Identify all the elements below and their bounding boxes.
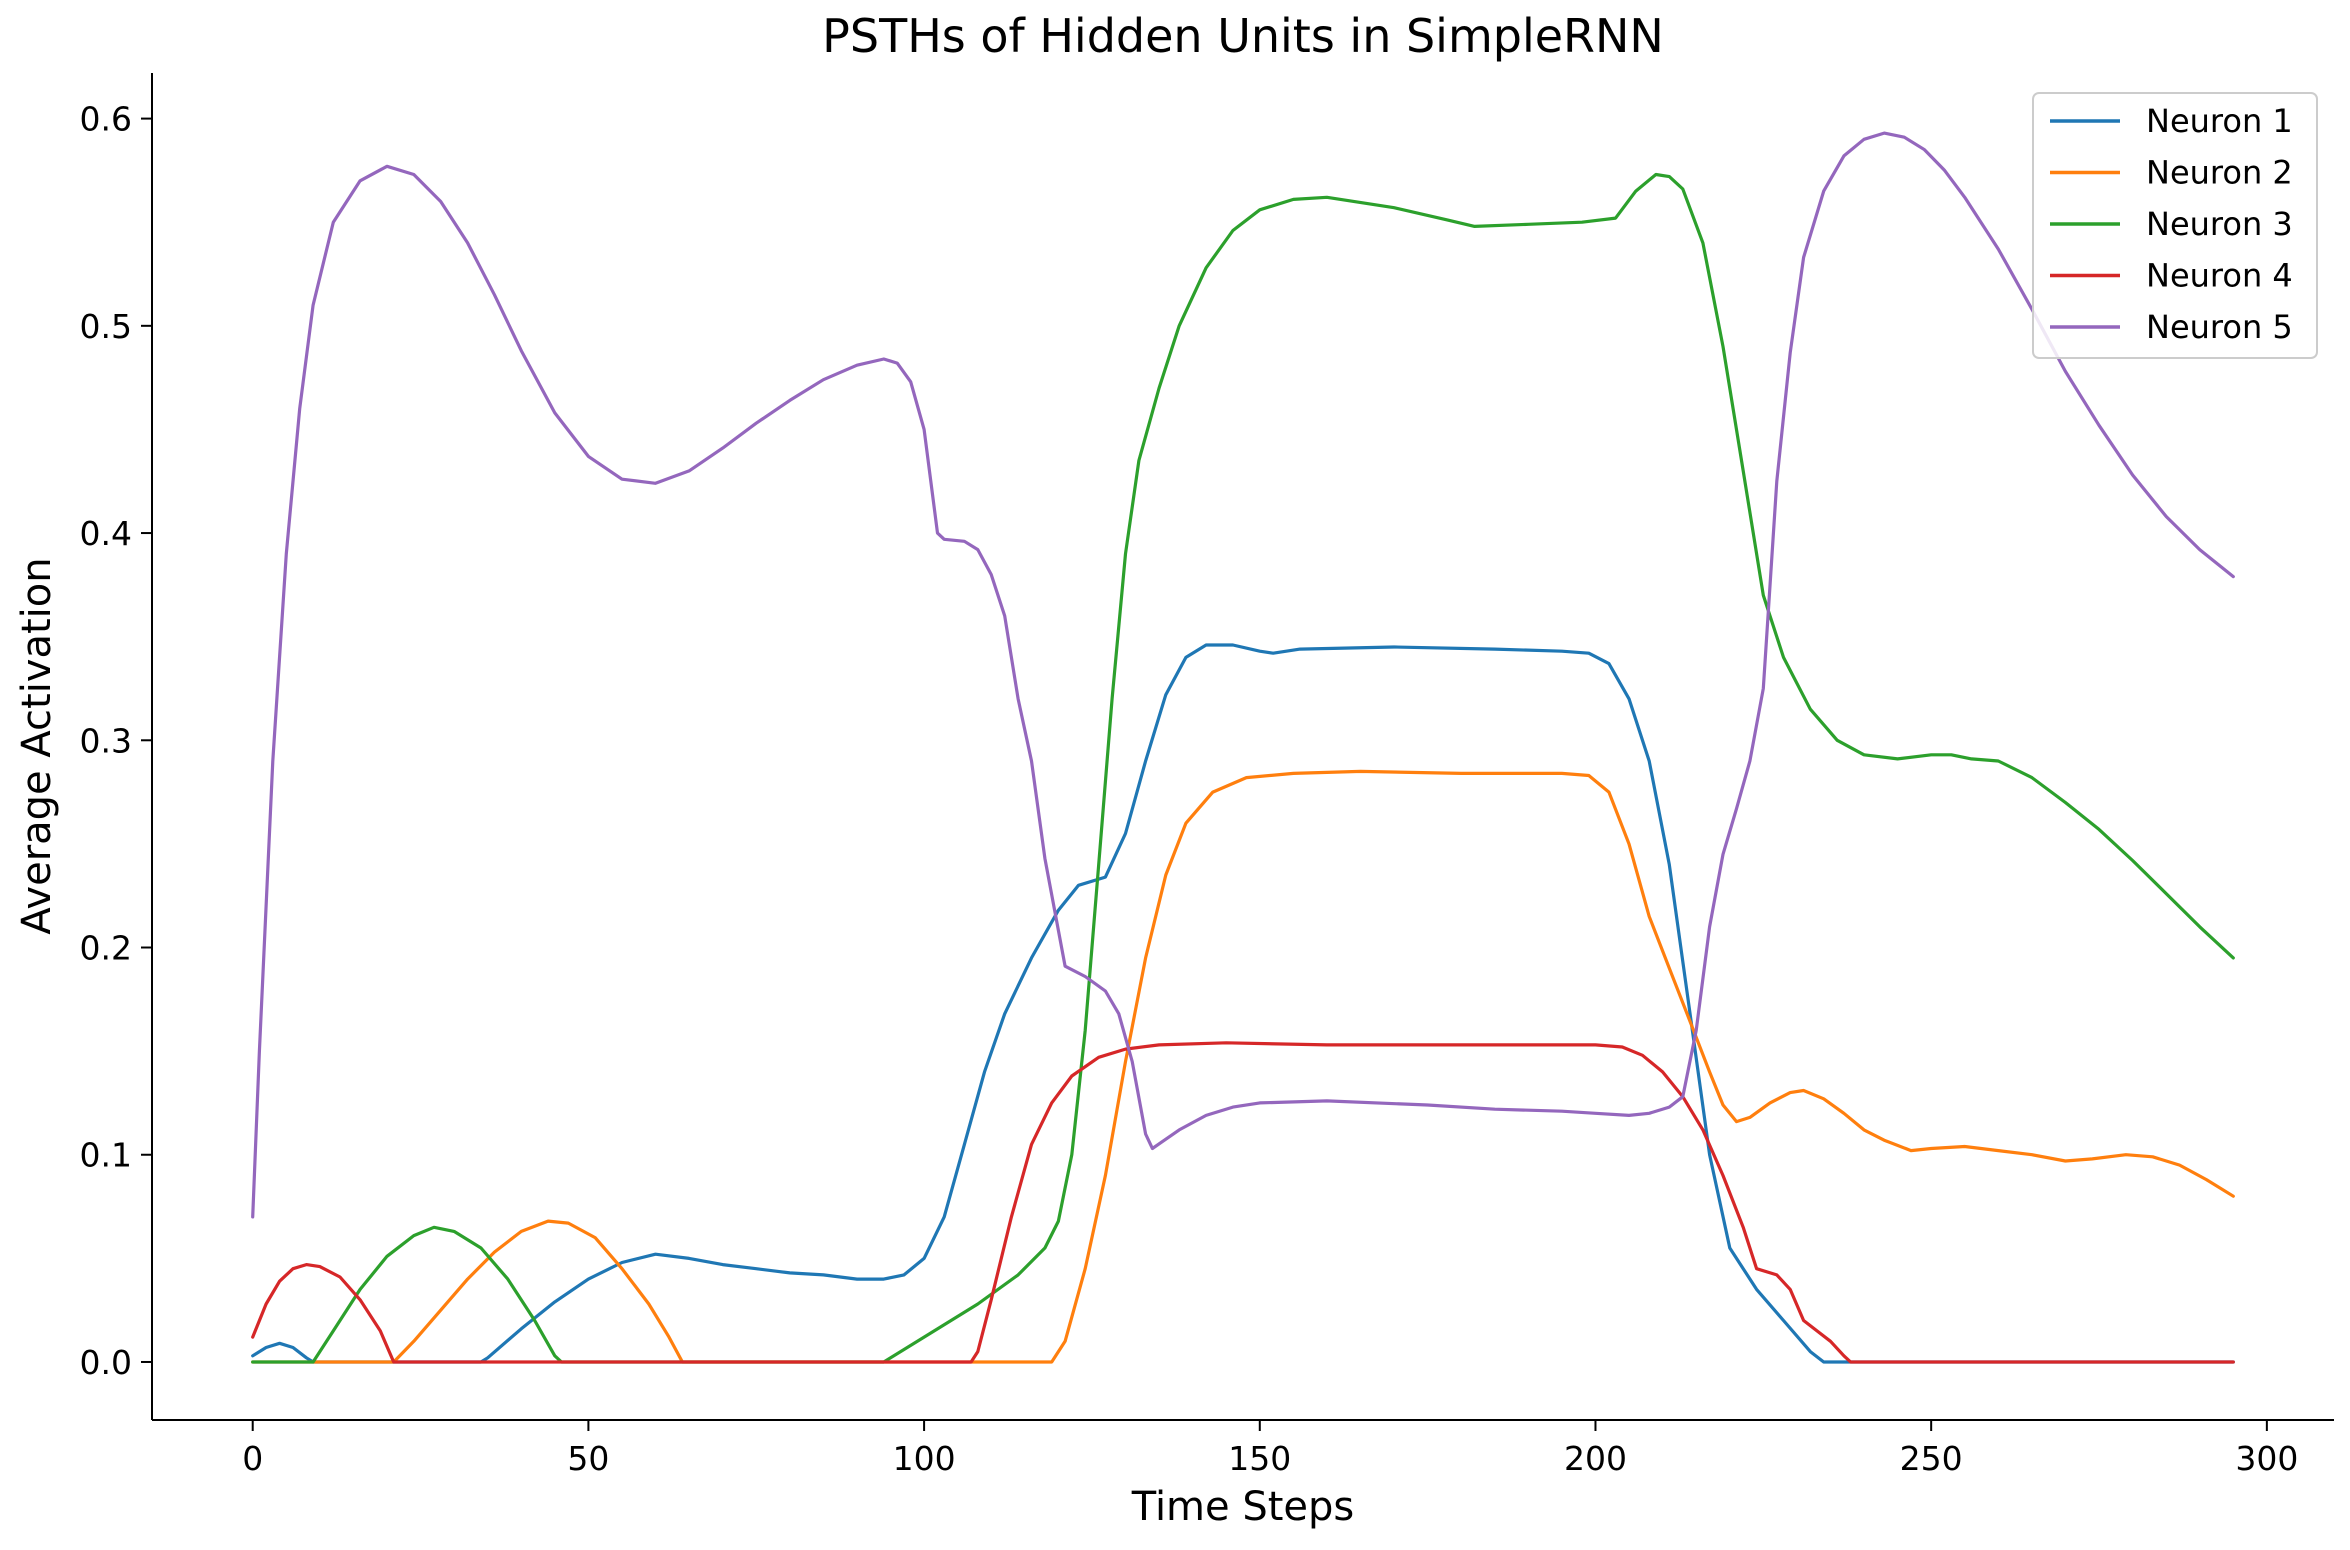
plot-area: [251, 131, 2235, 1364]
x-tick-label: 50: [567, 1439, 609, 1478]
legend-label: Neuron 4: [2146, 257, 2293, 295]
legend: Neuron 1 Neuron 2 Neuron 3 Neuron 4 Neuron 5: [2032, 92, 2318, 359]
legend-label: Neuron 3: [2146, 205, 2293, 243]
legend-label: Neuron 2: [2146, 154, 2293, 192]
x-tick-label: 300: [2235, 1439, 2298, 1478]
legend-label: Neuron 1: [2146, 102, 2293, 140]
chart-title: PSTHs of Hidden Units in SimpleRNN: [822, 9, 1664, 63]
y-axis-label: Average Activation: [14, 557, 60, 934]
series-line-neuron-3: [251, 172, 2235, 1364]
legend-frame: [2032, 92, 2318, 359]
series-line-neuron-4: [251, 1041, 2235, 1364]
y-tick-label: 0.5: [80, 307, 132, 346]
y-tick-label: 0.2: [80, 929, 132, 968]
legend-label: Neuron 5: [2146, 308, 2293, 346]
series-line-neuron-5: [251, 131, 2235, 1219]
x-tick-label: 100: [893, 1439, 956, 1478]
series-line-neuron-2: [251, 769, 2235, 1364]
x-tick-label: 200: [1564, 1439, 1627, 1478]
x-tick-label: 250: [1900, 1439, 1963, 1478]
x-axis-ticks: 0 50 100 150 200 250 300: [242, 1420, 2298, 1478]
x-tick-label: 150: [1228, 1439, 1291, 1478]
x-tick-label: 0: [242, 1439, 263, 1478]
y-tick-label: 0.4: [80, 514, 132, 553]
y-tick-label: 0.3: [80, 721, 132, 760]
y-tick-label: 0.0: [80, 1343, 132, 1382]
x-axis-label: Time Steps: [1131, 1484, 1355, 1530]
y-tick-label: 0.1: [80, 1136, 132, 1175]
y-axis-ticks: 0.0 0.1 0.2 0.3 0.4 0.5 0.6: [80, 100, 152, 1382]
y-tick-label: 0.6: [80, 100, 132, 139]
series-line-neuron-1: [251, 643, 2235, 1364]
